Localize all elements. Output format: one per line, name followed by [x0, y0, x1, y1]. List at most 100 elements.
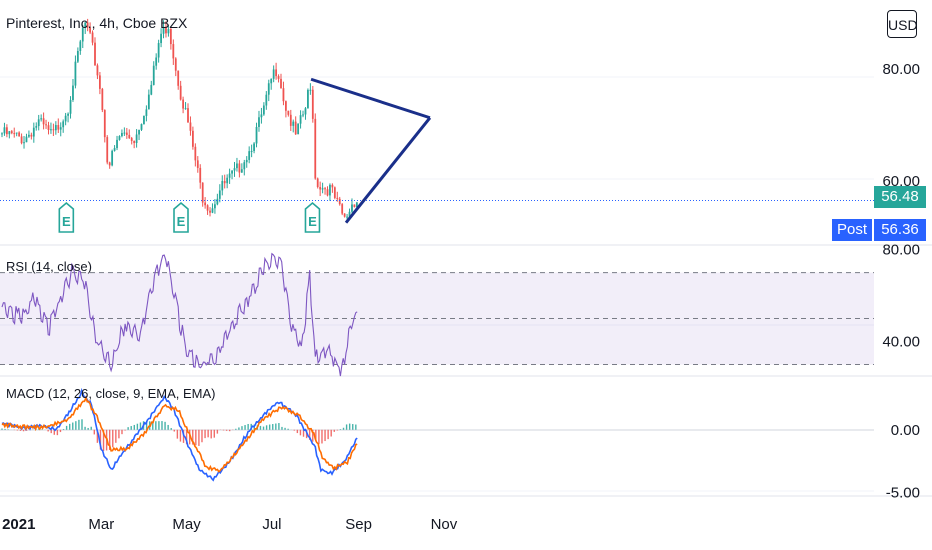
earnings-marker: E: [304, 201, 321, 233]
candle: [20, 133, 23, 145]
rsi-axis-label: 80.00: [882, 242, 920, 259]
candle: [182, 96, 185, 114]
candle: [260, 107, 263, 124]
candle: [184, 102, 187, 110]
candle: [3, 122, 6, 136]
candle: [289, 109, 292, 131]
candle: [96, 63, 99, 80]
candle: [201, 182, 204, 207]
candle: [13, 127, 16, 138]
candle: [299, 110, 302, 129]
candle: [74, 55, 77, 89]
candle: [57, 118, 60, 133]
trendline: [310, 77, 431, 120]
candle: [233, 161, 236, 177]
svg-text:E: E: [62, 214, 71, 229]
candle: [101, 87, 104, 113]
signal-line: [1, 395, 358, 473]
post-market-label: Post: [832, 219, 872, 241]
candle: [15, 132, 18, 137]
candle: [191, 126, 194, 150]
candle: [94, 37, 96, 66]
candle: [255, 122, 258, 148]
candle: [253, 142, 255, 154]
candle: [238, 160, 241, 178]
candle: [194, 143, 197, 167]
candle: [76, 47, 79, 64]
candle: [240, 163, 243, 173]
candle: [262, 102, 265, 116]
candle: [307, 88, 309, 109]
candle: [35, 122, 38, 131]
candle: [231, 170, 233, 180]
x-tick-label: Nov: [431, 516, 458, 533]
candle: [218, 184, 221, 203]
candle: [236, 157, 238, 172]
candle: [338, 196, 341, 206]
candle: [326, 186, 329, 197]
candle: [69, 96, 72, 119]
candle: [59, 122, 62, 137]
candle: [54, 121, 57, 135]
candle: [121, 129, 123, 138]
candle: [297, 123, 300, 135]
candle: [150, 80, 153, 96]
post-market-price-badge: 56.36: [874, 219, 926, 241]
candle: [103, 109, 106, 143]
candle: [145, 105, 148, 122]
candle: [160, 28, 162, 48]
x-tick-label: Jul: [262, 516, 281, 533]
candle: [18, 131, 21, 137]
candle: [304, 107, 307, 120]
candle: [214, 199, 216, 214]
candle: [206, 204, 209, 215]
earnings-marker: E: [58, 201, 75, 233]
rsi-axis-label: 40.00: [882, 334, 920, 351]
candle: [23, 136, 25, 149]
macd-legend: MACD (12, 26, close, 9, EMA, EMA): [6, 386, 216, 401]
candle: [111, 149, 114, 167]
candle: [67, 112, 69, 123]
candle: [287, 110, 290, 117]
candle: [118, 135, 121, 141]
candle: [47, 121, 50, 135]
candle: [294, 116, 297, 135]
candle: [302, 110, 304, 118]
price-axis-label: 60.00: [882, 173, 920, 190]
candle: [211, 203, 214, 214]
last-price-badge: 56.48: [874, 186, 926, 208]
candle: [343, 213, 346, 218]
candle: [329, 183, 331, 201]
candle: [196, 156, 199, 173]
candle: [314, 113, 317, 180]
candle: [113, 145, 116, 152]
candle: [333, 186, 336, 200]
grid: [0, 76, 932, 497]
axes: 2021 Mar May Jul Sep Nov 80.00 60.00 80.00 40.00 0…: [2, 61, 920, 533]
candle: [172, 39, 175, 65]
rsi-pane: [0, 252, 874, 377]
candle: [72, 78, 74, 102]
candle: [10, 129, 13, 135]
candle: [165, 21, 167, 38]
candle: [81, 25, 84, 49]
candle: [106, 135, 109, 165]
candle: [324, 186, 326, 195]
candle: [86, 18, 89, 32]
candle: [140, 123, 143, 131]
candle: [216, 193, 219, 206]
candle: [123, 127, 126, 136]
candle: [248, 146, 251, 164]
currency-button[interactable]: USD: [887, 10, 918, 38]
candle: [309, 83, 312, 95]
candle: [277, 74, 280, 83]
candle: [226, 174, 229, 189]
candle: [204, 197, 207, 209]
svg-text:E: E: [177, 214, 186, 229]
candle: [125, 127, 128, 139]
candle: [189, 116, 192, 136]
candle: [25, 133, 28, 143]
candle: [267, 79, 270, 102]
